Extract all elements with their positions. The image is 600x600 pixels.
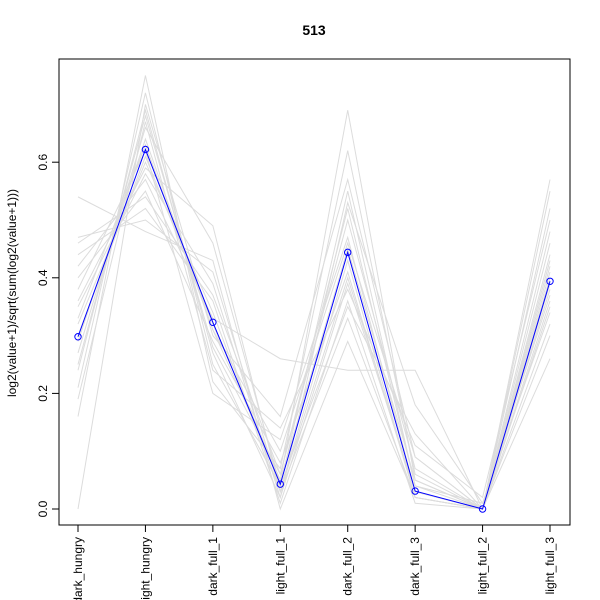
background-series-line [77,126,551,510]
y-tick-label: 0.4 [36,269,50,286]
x-tick-label: light_hungry [138,537,152,600]
highlight-point [344,248,352,257]
highlight-point [546,277,554,285]
background-series-line [77,121,551,499]
background-series-line [77,143,551,510]
x-tick-label: light_full_3 [543,537,557,595]
background-series-line [77,178,551,511]
highlight-point [74,333,82,341]
highlight-point [141,145,150,154]
x-tick-label: light_full_1 [273,537,287,595]
chart-title: 513 [302,22,326,38]
y-axis-label: log2(value+1)/sqrt(sum(log2(value+1))) [5,189,19,397]
highlight-point [478,505,487,513]
background-series-line [77,110,551,510]
y-tick-label: 0.6 [36,154,50,171]
highlight-point [276,480,284,488]
background-series-line [77,196,551,510]
x-tick-label: dark_full_2 [341,537,355,596]
highlight-series-group [74,145,554,513]
x-tick-label: dark_hungry [71,537,85,600]
background-series-line [77,160,551,510]
y-axis: 0.0 0.2 0.4 0.6 [36,154,60,517]
x-axis: dark_hungry light_hungry dark_full_1 light_… [71,524,557,600]
background-series-group [77,75,551,511]
background-series-line [77,207,551,510]
background-series-line [77,196,551,511]
highlight-point [209,318,217,327]
x-tick-label: dark_full_1 [206,537,220,596]
background-series-line [77,75,551,510]
background-series-line [77,137,551,510]
background-series-line [77,108,551,505]
x-tick-label: dark_full_3 [408,537,422,596]
background-series-line [77,114,551,510]
y-tick-label: 0.0 [36,500,50,517]
background-series-line [77,149,551,510]
highlight-point [411,487,419,495]
x-tick-label: light_full_2 [476,537,490,595]
y-tick-label: 0.2 [36,385,50,402]
highlight-series-line [77,148,551,510]
